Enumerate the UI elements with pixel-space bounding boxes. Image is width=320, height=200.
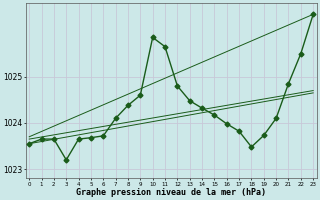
X-axis label: Graphe pression niveau de la mer (hPa): Graphe pression niveau de la mer (hPa) <box>76 188 266 197</box>
